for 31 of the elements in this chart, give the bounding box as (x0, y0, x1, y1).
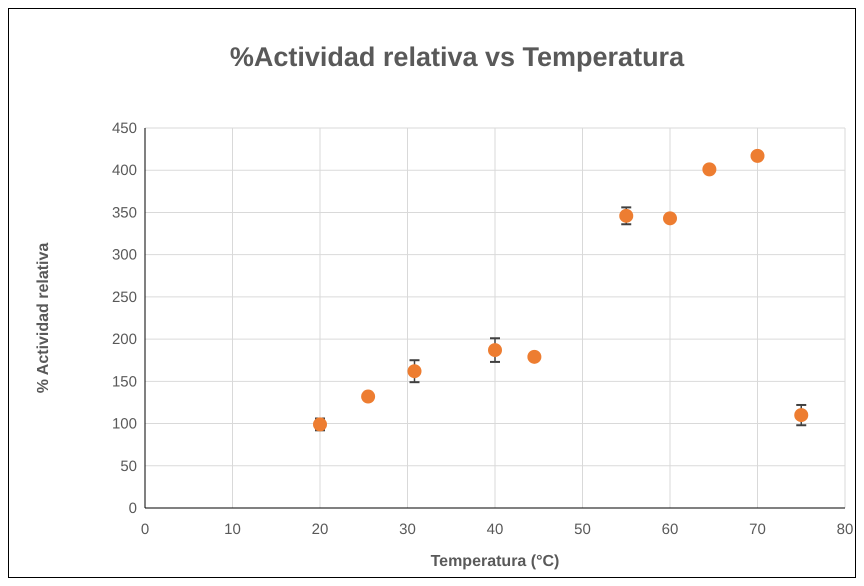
point (527, 350, 542, 364)
x-tick-label: 50 (574, 521, 591, 538)
point (619, 208, 634, 223)
y-tick-label: 250 (112, 288, 137, 306)
point (750, 148, 764, 163)
point (488, 343, 502, 358)
point (408, 364, 422, 378)
x-tick-label: 60 (662, 521, 678, 538)
x-tick-label: 20 (312, 521, 328, 538)
y-axis-title: % Actividad relativa (35, 242, 52, 394)
y-tick-label: 200 (112, 331, 137, 348)
x-tick-label: 80 (836, 521, 854, 538)
y-tick-label: 100 (112, 416, 137, 433)
point (663, 211, 677, 226)
y-tick-label: 300 (112, 246, 137, 264)
x-tick-label: 0 (140, 521, 150, 538)
y-tick-label: 350 (112, 204, 137, 222)
y-tick-label: 50 (120, 458, 137, 475)
y-tick-label: 0 (128, 500, 137, 517)
y-tick-label: 150 (112, 373, 137, 390)
x-axis-title: Temperatura (°C) (430, 553, 560, 570)
x-tick-label: 30 (399, 521, 416, 538)
y-tick-label: 450 (112, 120, 137, 137)
x-tick-label: 40 (486, 521, 504, 538)
point (361, 390, 376, 404)
chart-title: %Actividad relativa vs Temperatura (230, 42, 686, 72)
x-tick-label: 10 (224, 521, 241, 538)
y-tick-label: 400 (112, 162, 137, 180)
point (794, 408, 808, 422)
x-tick-label: 70 (749, 521, 766, 538)
point (702, 162, 716, 176)
